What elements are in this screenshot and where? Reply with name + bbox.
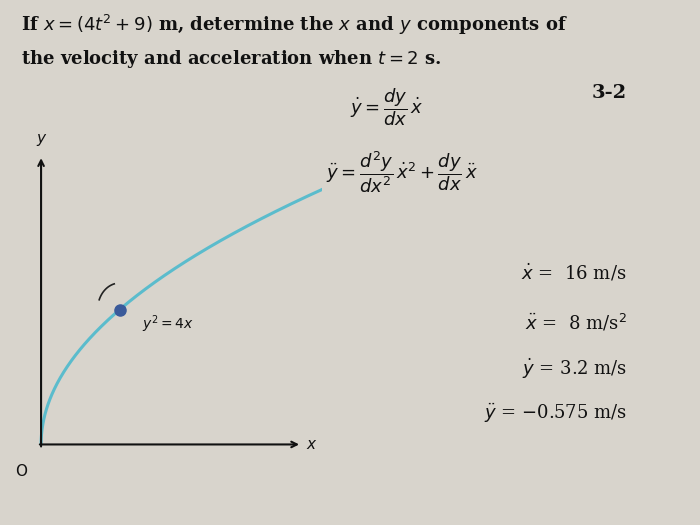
Text: y: y <box>36 131 46 146</box>
Text: $\ddot{y}$ = $-$0.575 m/s: $\ddot{y}$ = $-$0.575 m/s <box>484 402 626 425</box>
Text: $\dot{y} = \dfrac{dy}{dx}\,\dot{x}$: $\dot{y} = \dfrac{dy}{dx}\,\dot{x}$ <box>350 87 424 128</box>
Text: $\ddot{y} = \dfrac{d^2y}{dx^2}\,\dot{x}^2 + \dfrac{dy}{dx}\,\ddot{x}$: $\ddot{y} = \dfrac{d^2y}{dx^2}\,\dot{x}^… <box>326 150 477 195</box>
Text: $y^2 = 4x$: $y^2 = 4x$ <box>142 313 194 335</box>
Text: $\dot{y}$ = 3.2 m/s: $\dot{y}$ = 3.2 m/s <box>522 357 626 381</box>
Text: $\ddot{x}$ =  8 m/s$^2$: $\ddot{x}$ = 8 m/s$^2$ <box>525 312 626 333</box>
Text: If $x = (4t^2 + 9)$ m, determine the $x$ and $y$ components of: If $x = (4t^2 + 9)$ m, determine the $x$… <box>21 13 568 37</box>
Text: the velocity and acceleration when $t = 2$ s.: the velocity and acceleration when $t = … <box>21 48 442 70</box>
Text: O: O <box>15 464 27 479</box>
Text: 3-2: 3-2 <box>592 84 626 102</box>
Text: $\dot{x}$ =  16 m/s: $\dot{x}$ = 16 m/s <box>521 262 626 284</box>
Text: x: x <box>306 437 315 452</box>
